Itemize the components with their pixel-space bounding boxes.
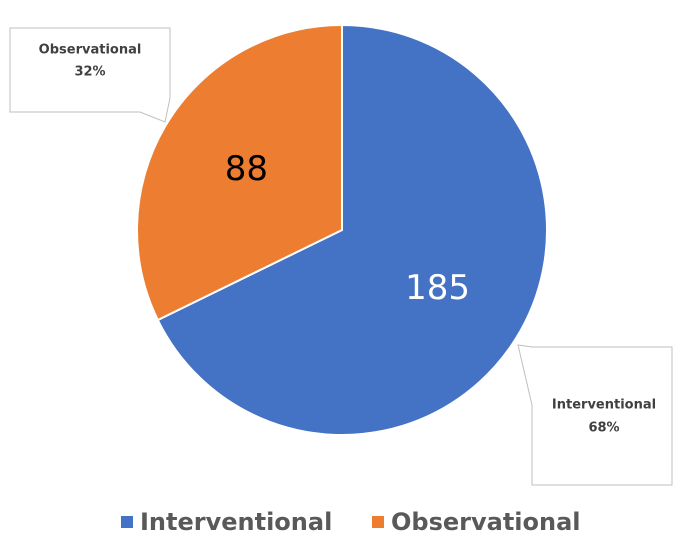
pie xyxy=(136,23,548,436)
callout-category: Observational xyxy=(39,43,142,58)
callout-percent: 68% xyxy=(588,421,619,436)
callout-box xyxy=(9,27,171,123)
callout-box xyxy=(517,344,673,486)
pie-slice xyxy=(136,23,343,322)
slice-value-label: 185 xyxy=(405,268,470,308)
callout-percent: 32% xyxy=(74,65,105,80)
slice-value-label: 88 xyxy=(225,149,268,189)
legend-swatch xyxy=(121,516,133,528)
legend-label: Interventional xyxy=(140,508,332,536)
legend-swatch xyxy=(372,516,384,528)
callout-category: Interventional xyxy=(552,398,656,413)
legend-label: Observational xyxy=(391,508,581,536)
pie-slice xyxy=(156,23,548,436)
